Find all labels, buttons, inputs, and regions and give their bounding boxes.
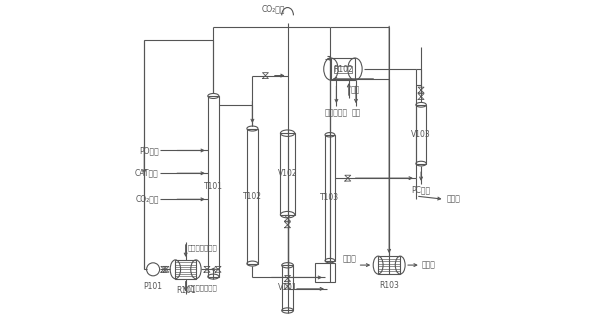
Text: CO₂进料: CO₂进料 [135,195,159,204]
Bar [280,133,295,215]
Text: PC成品: PC成品 [411,185,431,195]
Bar [325,135,335,261]
Bar [175,260,196,279]
Bar [208,96,219,277]
Text: 真空泵: 真空泵 [446,195,460,204]
Text: V102: V102 [278,169,297,179]
Text: 催化剂回收: 催化剂回收 [325,108,348,117]
Text: 冷却水（疏水）: 冷却水（疏水） [187,284,217,291]
Bar [315,263,335,282]
Text: T102: T102 [243,192,262,200]
Text: PO进料: PO进料 [139,146,159,155]
Text: 冷却水: 冷却水 [343,255,356,264]
Text: T101: T101 [204,182,223,191]
Text: CO₂尾气: CO₂尾气 [262,5,285,14]
Text: 冷却水（蕲汽）: 冷却水（蕲汽） [187,244,217,251]
Text: T103: T103 [320,193,340,202]
Text: R102: R102 [333,64,353,74]
Text: 疏水: 疏水 [351,108,361,117]
Text: P101: P101 [144,282,163,291]
Bar [331,58,355,80]
Text: R103: R103 [379,281,399,290]
Text: 冷却水: 冷却水 [422,261,436,269]
Text: 蕲汽: 蕲汽 [350,85,359,95]
Text: V103: V103 [411,130,431,139]
Bar [378,256,400,274]
Bar [416,105,426,164]
Bar [247,129,258,264]
Bar [282,265,293,310]
Text: R101: R101 [176,286,195,295]
Bar [334,65,352,73]
Text: CAT进料: CAT进料 [135,169,159,178]
Text: V101: V101 [278,284,297,292]
